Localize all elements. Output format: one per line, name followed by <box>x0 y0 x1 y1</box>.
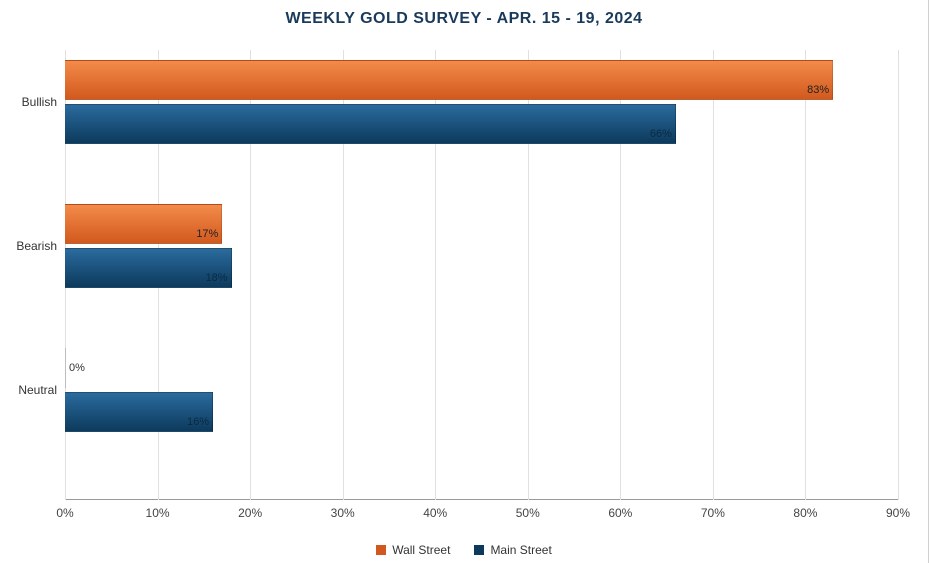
x-tick-label: 30% <box>331 506 355 520</box>
plot-area: 0%10%20%30%40%50%60%70%80%90%Bullish83%6… <box>65 50 898 500</box>
legend-item: Wall Street <box>376 542 450 557</box>
y-category-label: Bearish <box>16 239 57 253</box>
y-category-label: Neutral <box>18 383 57 397</box>
x-tick-label: 50% <box>516 506 540 520</box>
bar <box>65 104 676 144</box>
bar-value-label: 83% <box>793 84 829 496</box>
legend-swatch <box>376 545 386 555</box>
x-tick-label: 90% <box>886 506 910 520</box>
x-tick-label: 40% <box>423 506 447 520</box>
x-tick-label: 10% <box>146 506 170 520</box>
gridline <box>713 50 714 500</box>
x-tick-label: 80% <box>793 506 817 520</box>
y-category-label: Bullish <box>22 95 57 109</box>
legend-item: Main Street <box>474 542 551 557</box>
x-axis-line <box>65 499 898 500</box>
gridline <box>898 50 899 500</box>
bar-value-label: 0% <box>69 362 85 374</box>
legend-label: Wall Street <box>392 543 450 557</box>
legend: Wall Street Main Street <box>0 542 928 557</box>
bar <box>65 348 66 388</box>
chart-title: WEEKLY GOLD SURVEY - APR. 15 - 19, 2024 <box>0 0 928 28</box>
bar-value-label: 66% <box>636 128 672 496</box>
bar <box>65 60 833 100</box>
bar-value-label: 16% <box>173 416 209 496</box>
legend-label: Main Street <box>490 543 551 557</box>
chart-container: WEEKLY GOLD SURVEY - APR. 15 - 19, 2024 … <box>0 0 929 563</box>
x-tick-label: 70% <box>701 506 725 520</box>
x-tick-label: 60% <box>608 506 632 520</box>
legend-swatch <box>474 545 484 555</box>
x-tick-label: 20% <box>238 506 262 520</box>
x-tick-label: 0% <box>56 506 73 520</box>
